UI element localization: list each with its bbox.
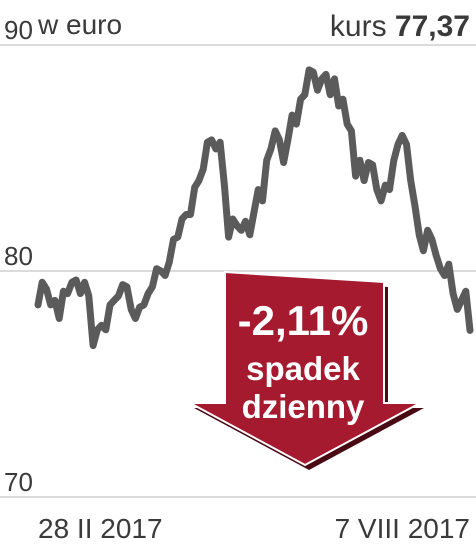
price-line <box>34 66 474 350</box>
price-header: kurs 77,37 <box>330 10 470 43</box>
y-tick-label: 80 <box>4 241 33 271</box>
annotation-text: dzienny <box>242 388 365 425</box>
x-tick-label: 7 VIII 2017 <box>335 513 470 544</box>
annotation-text: -2,11% <box>238 297 369 344</box>
price-label: kurs <box>330 10 387 43</box>
x-tick-label: 28 II 2017 <box>38 513 163 544</box>
annotation-text: spadek <box>246 350 360 387</box>
subtitle: w euro <box>37 9 122 40</box>
price-value: 77,37 <box>395 10 470 43</box>
y-tick-label: 70 <box>4 467 33 497</box>
y-tick-label: 90 <box>4 15 33 45</box>
arrow <box>189 270 421 467</box>
